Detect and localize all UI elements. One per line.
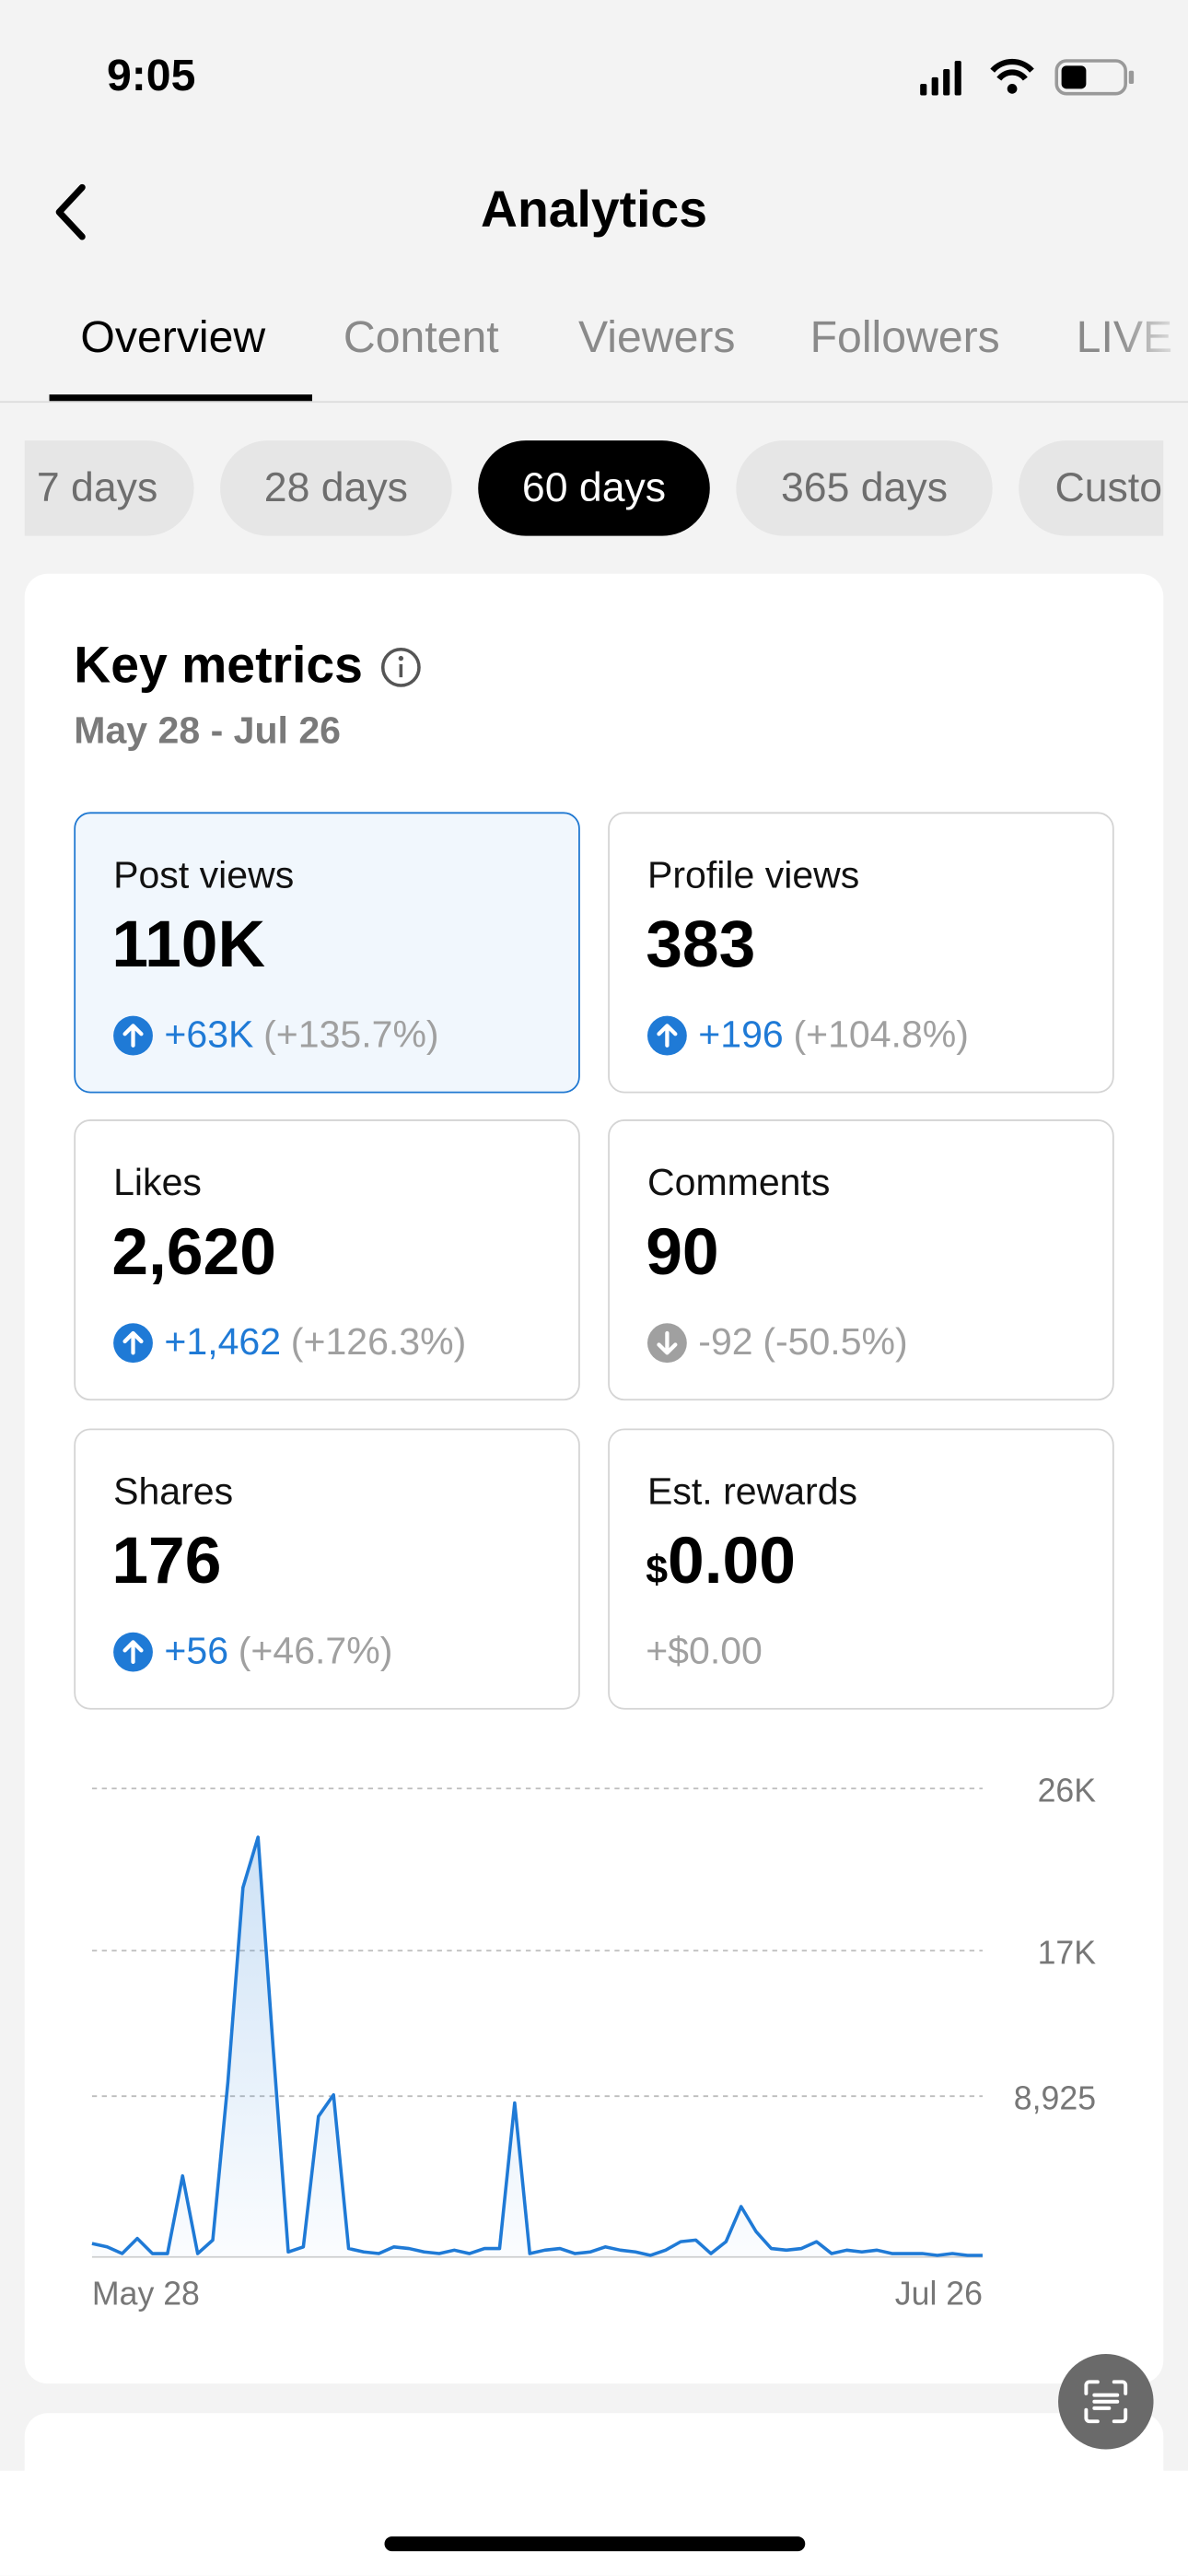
change-value: +1,462 <box>164 1319 282 1364</box>
page-title: Analytics <box>481 181 707 239</box>
change-value: +$0.00 <box>646 1629 763 1672</box>
tab[interactable]: Content <box>343 312 499 362</box>
info-icon[interactable] <box>378 644 424 690</box>
metric-box[interactable]: Est. rewards $0.00 +$0.00 <box>608 1428 1114 1710</box>
range-pill[interactable]: Custom <box>1019 440 1164 536</box>
change-value: -92 <box>698 1319 753 1364</box>
trend-icon <box>113 1014 153 1055</box>
date-range: May 28 - Jul 26 <box>74 708 341 752</box>
status-icons <box>920 59 1135 96</box>
trend-icon <box>113 1631 153 1671</box>
y-tick-label: 8,925 <box>1014 2079 1096 2116</box>
trend-arrow <box>122 1329 144 1354</box>
chart: 8,925 17K 26K May 28 Jul 26 <box>91 1773 1097 2312</box>
change-percent: (+104.8%) <box>793 1013 969 1056</box>
next-card <box>24 2413 1164 2479</box>
metric-number: 176 <box>111 1525 222 1598</box>
trend-icon <box>646 1322 687 1363</box>
metric-value: 2,620 <box>111 1216 276 1290</box>
metric-label: Comments <box>646 1160 831 1204</box>
metric-label: Post views <box>113 853 295 896</box>
metric-currency: $ <box>646 1548 669 1593</box>
change-percent: (-50.5%) <box>763 1319 908 1364</box>
range-bar: 7 days 28 days 60 days 365 days Custom <box>24 0 1164 559</box>
y-tick-label: 17K <box>1038 1935 1097 1972</box>
divider <box>0 401 1188 404</box>
tab[interactable]: Viewers <box>578 312 736 362</box>
trend-icon <box>646 1014 687 1055</box>
metric-box[interactable]: Profile views 383 +196 (+104.8%) <box>608 812 1114 1094</box>
metric-label: Likes <box>113 1160 202 1204</box>
metric-change: +1,462 (+126.3%) <box>111 1320 466 1364</box>
tab-underline <box>49 394 313 402</box>
metric-box[interactable]: Post views 110K +63K (+135.7%) <box>74 812 580 1094</box>
metric-label: Profile views <box>646 853 860 896</box>
scan-button[interactable] <box>1058 2354 1154 2450</box>
trend-arrow <box>657 1023 678 1048</box>
metric-box[interactable]: Likes 2,620 +1,462 (+126.3%) <box>74 1119 580 1401</box>
metric-box[interactable]: Shares 176 +56 (+46.7%) <box>74 1428 580 1710</box>
change-value: +63K <box>164 1013 254 1056</box>
metric-number: 90 <box>646 1216 719 1289</box>
y-tick-label: 26K <box>1038 1773 1097 1809</box>
trend-arrow <box>122 1639 144 1664</box>
change-percent: (+46.7%) <box>238 1629 393 1672</box>
x-tick-label: May 28 <box>92 2275 200 2312</box>
range-pill[interactable]: 28 days <box>220 440 452 536</box>
metric-value: 90 <box>646 1216 718 1290</box>
bottom-bar <box>0 2470 1188 2576</box>
range-pill[interactable]: 60 days <box>478 440 710 536</box>
back-button[interactable] <box>46 181 96 243</box>
metric-label: Shares <box>113 1469 234 1513</box>
metric-value: 176 <box>111 1526 221 1599</box>
home-indicator <box>384 2536 806 2552</box>
metric-number: 110K <box>111 908 266 982</box>
metric-change: -92 (-50.5%) <box>646 1320 908 1364</box>
x-tick-label: Jul 26 <box>895 2275 983 2312</box>
metric-value: 383 <box>646 909 755 983</box>
metric-change: +196 (+104.8%) <box>646 1013 969 1057</box>
change-percent: (+135.7%) <box>263 1013 439 1056</box>
tab-fade <box>1117 279 1188 400</box>
change-value: +196 <box>698 1013 784 1056</box>
card-title: Key metrics <box>74 636 363 694</box>
tab[interactable]: Followers <box>809 312 1000 362</box>
metric-value: $0.00 <box>646 1526 796 1599</box>
trend-arrow <box>122 1023 144 1048</box>
range-pill[interactable]: 7 days <box>24 440 194 536</box>
tab[interactable]: Overview <box>80 312 266 362</box>
metric-label: Est. rewards <box>646 1469 858 1513</box>
metric-number: 383 <box>646 908 756 982</box>
metric-box[interactable]: Comments 90 -92 (-50.5%) <box>608 1119 1114 1401</box>
area <box>91 1837 983 2257</box>
metric-value: 110K <box>111 909 265 983</box>
trend-arrow <box>657 1329 678 1354</box>
range-pill[interactable]: 365 days <box>736 440 993 536</box>
status-time: 9:05 <box>106 51 196 100</box>
metric-change: +63K (+135.7%) <box>111 1013 439 1057</box>
metric-change: +56 (+46.7%) <box>111 1629 392 1673</box>
change-percent: (+126.3%) <box>290 1319 467 1364</box>
metric-number: 2,620 <box>111 1216 276 1289</box>
metric-change: +$0.00 <box>646 1629 763 1673</box>
line <box>91 1835 983 2257</box>
trend-icon <box>113 1322 153 1363</box>
change-value: +56 <box>164 1629 229 1672</box>
metric-number: 0.00 <box>668 1525 796 1598</box>
